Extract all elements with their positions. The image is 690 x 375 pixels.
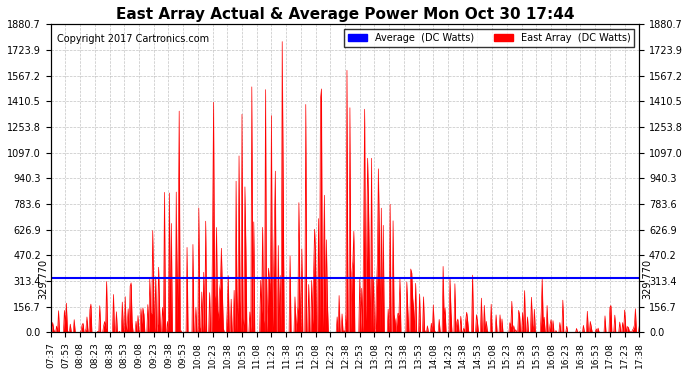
- Text: 329.770: 329.770: [38, 258, 48, 299]
- Text: 329.770: 329.770: [642, 258, 652, 299]
- Title: East Array Actual & Average Power Mon Oct 30 17:44: East Array Actual & Average Power Mon Oc…: [116, 7, 574, 22]
- Legend: Average  (DC Watts), East Array  (DC Watts): Average (DC Watts), East Array (DC Watts…: [344, 29, 635, 47]
- Text: Copyright 2017 Cartronics.com: Copyright 2017 Cartronics.com: [57, 34, 208, 44]
